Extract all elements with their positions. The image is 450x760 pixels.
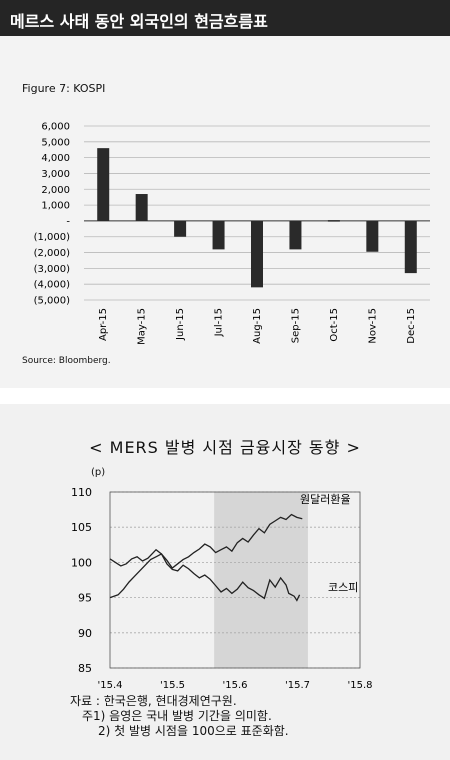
y-tick-label: 110: [71, 486, 92, 499]
y-axis-unit-label: (p): [91, 467, 106, 478]
plot-frame: [109, 491, 361, 669]
x-tick-label: Nov-15: [367, 308, 378, 344]
x-tick-label: Jul-15: [214, 308, 225, 337]
y-tick-label: 2,000: [41, 185, 70, 196]
y-tick-label: 90: [78, 627, 92, 640]
y-tick-label: (5,000): [34, 296, 71, 307]
x-tick-label: Oct-15: [329, 308, 340, 342]
y-tick-label: 95: [78, 592, 92, 605]
x-tick-label: '15.7: [285, 680, 310, 691]
y-tick-label: 6,000: [41, 122, 70, 133]
y-tick-label: 5,000: [41, 137, 70, 148]
y-tick-label: -: [66, 216, 70, 227]
x-tick-label: '15.5: [160, 680, 185, 691]
kospi-bar-chart: 6,000 5,000 4,000 3,000 2,000 1,000 - (1,000) (2…: [34, 122, 430, 345]
bar-Aug-15: [251, 220, 263, 288]
bar-Apr-15: [97, 148, 110, 221]
figure-label: Figure 7: KOSPI: [22, 82, 106, 95]
series-line-1: [109, 548, 301, 602]
x-tick-label: Apr-15: [98, 308, 109, 341]
y-tick-label: 105: [71, 521, 92, 534]
series-label-usdkrw: 원달러환율: [300, 493, 351, 506]
note-line-source: 자료 : 한국은행, 현대경제연구원.: [70, 694, 237, 708]
kospi-chart-panel: [0, 36, 450, 388]
note-line-2: 2) 첫 발병 시점을 100으로 표준화함.: [98, 724, 289, 738]
y-tick-label: 4,000: [41, 153, 70, 164]
y-tick-label: (2,000): [34, 248, 71, 259]
bar-Jul-15: [212, 220, 225, 250]
y-tick-label: (1,000): [34, 232, 71, 243]
bar-Oct-15: [327, 220, 340, 222]
bar-May-15: [135, 194, 148, 221]
x-tick-label: Aug-15: [252, 308, 263, 344]
x-tick-label: '15.4: [97, 680, 122, 691]
x-tick-label: May-15: [137, 308, 148, 345]
y-tick-label: 3,000: [41, 169, 70, 180]
y-tick-label: 85: [78, 662, 92, 675]
x-tick-label: Sep-15: [290, 308, 301, 343]
x-tick-label: Dec-15: [406, 308, 417, 344]
series-label-kospi: 코스피: [328, 581, 358, 594]
bar-Nov-15: [366, 220, 379, 252]
y-tick-label: 100: [71, 556, 92, 569]
y-tick-label: 1,000: [41, 201, 70, 212]
panel-divider: [0, 388, 450, 404]
header-bar: 메르스 사태 동안 외국인의 현금흐름표: [0, 0, 450, 36]
x-tick-label: '15.6: [222, 680, 247, 691]
mers-chart-title: < MERS 발병 시점 금융시장 동향 >: [89, 438, 361, 457]
y-tick-label: (3,000): [34, 264, 71, 275]
y-tick-label: (4,000): [34, 280, 71, 291]
bar-Dec-15: [404, 220, 417, 274]
series-line-0: [109, 513, 303, 599]
x-tick-label: '15.8: [347, 680, 372, 691]
bar-Sep-15: [289, 220, 302, 250]
x-tick-label: Jun-15: [175, 308, 186, 341]
chart-notes: 자료 : 한국은행, 현대경제연구원. 주1) 음영은 국내 발병 기간을 의미…: [70, 694, 289, 739]
bar-Jun-15: [174, 220, 187, 237]
header-title: 메르스 사태 동안 외국인의 현금흐름표: [10, 12, 268, 31]
note-line-1: 주1) 음영은 국내 발병 기간을 의미함.: [82, 709, 272, 723]
source-note: Source: Bloomberg.: [22, 356, 111, 366]
mers-period-shading: [214, 492, 308, 668]
